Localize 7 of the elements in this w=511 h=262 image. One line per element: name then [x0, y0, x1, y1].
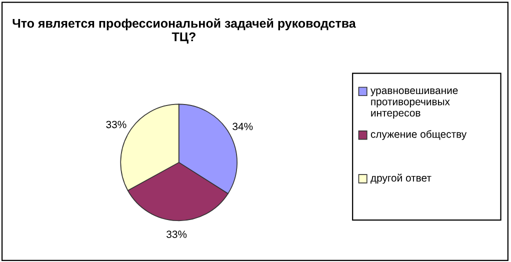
data-label: 34%	[232, 122, 253, 130]
data-label: 33%	[166, 230, 187, 238]
legend-label: служение обществу	[370, 130, 467, 140]
data-label: 33%	[106, 120, 126, 128]
chart-title: Что является профессиональной задачей руководства ТЦ?	[12, 18, 356, 44]
legend-label: уравновешивание противоречивых интересов	[370, 88, 458, 119]
legend-label: другой ответ	[370, 174, 432, 184]
